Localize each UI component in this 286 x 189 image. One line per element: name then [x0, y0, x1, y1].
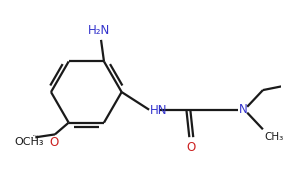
Text: HN: HN	[150, 104, 168, 117]
Text: CH₃: CH₃	[264, 132, 283, 142]
Text: methoxy: methoxy	[33, 135, 39, 136]
Text: O: O	[187, 141, 196, 154]
Text: N: N	[239, 103, 248, 116]
Text: OCH₃: OCH₃	[15, 137, 44, 147]
Text: O: O	[49, 136, 59, 149]
Text: H₂N: H₂N	[88, 24, 110, 37]
Text: OCH₃: OCH₃	[31, 137, 34, 138]
